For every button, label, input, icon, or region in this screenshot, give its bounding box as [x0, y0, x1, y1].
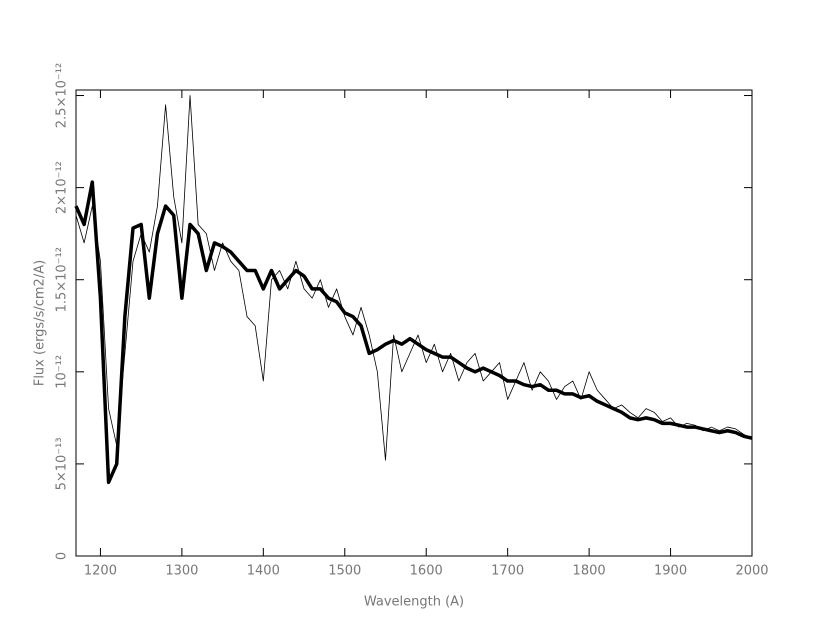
series-line	[74, 180, 753, 485]
x-tick-label: 1200	[84, 564, 117, 579]
x-tick-label: 1300	[165, 564, 198, 579]
y-tick-label: 0	[55, 552, 70, 560]
x-tick-label: 1700	[491, 564, 524, 579]
series-line	[75, 95, 753, 461]
x-tick-label: 2000	[735, 564, 768, 579]
plot-frame	[75, 89, 753, 557]
y-tick-label: 2×10⁻¹²	[55, 161, 70, 214]
x-tick-label: 1900	[654, 564, 687, 579]
x-axis-label: Wavelength (A)	[364, 595, 464, 610]
y-tick-label: 10⁻¹²	[55, 355, 70, 389]
y-tick-label: 2.5×10⁻¹²	[55, 63, 70, 128]
y-axis-label: Flux (ergs/s/cm2/A)	[33, 260, 48, 386]
x-tick-label: 1500	[328, 564, 361, 579]
y-tick-label: 1.5×10⁻¹²	[55, 247, 70, 312]
x-tick-label: 1600	[410, 564, 443, 579]
x-tick-label: 1800	[573, 564, 606, 579]
y-tick-label: 5×10⁻¹³	[55, 437, 70, 490]
x-tick-label: 1400	[247, 564, 280, 579]
